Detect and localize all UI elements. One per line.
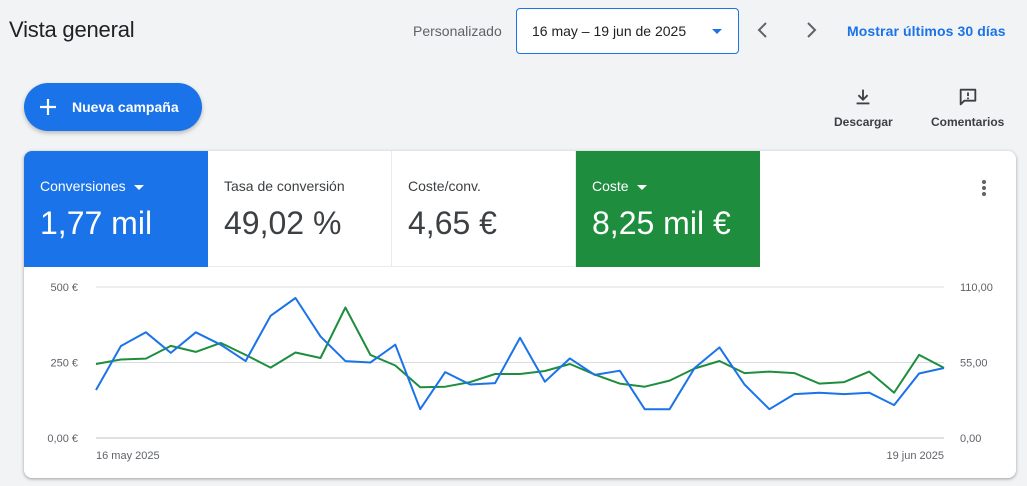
download-label: Descargar bbox=[834, 115, 893, 129]
right-axis-tick-label: 55,00 bbox=[960, 358, 988, 370]
x-axis-end-label: 19 jun 2025 bbox=[887, 450, 945, 462]
dropdown-caret-icon bbox=[712, 29, 722, 34]
feedback-label: Comentarios bbox=[931, 115, 1005, 129]
page-title: Vista general bbox=[9, 17, 135, 42]
next-period-button[interactable] bbox=[799, 18, 823, 42]
download-icon bbox=[856, 89, 870, 105]
metric-label: Coste/conv. bbox=[408, 178, 481, 194]
metric-value: 49,02 % bbox=[224, 205, 342, 241]
more-options-button[interactable] bbox=[974, 176, 994, 200]
feedback-icon bbox=[959, 88, 976, 106]
metric-label: Coste bbox=[592, 178, 647, 194]
date-range-select[interactable]: 16 may – 19 jun de 2025 bbox=[516, 8, 739, 54]
right-axis-tick-label: 110,00 bbox=[960, 282, 993, 294]
metric-value: 4,65 € bbox=[408, 205, 497, 241]
cost-series-line bbox=[95, 306, 945, 394]
metric-conversions[interactable]: Conversiones 1,77 mil bbox=[24, 151, 208, 267]
right-axis-tick-label: 0,00 bbox=[960, 433, 981, 445]
more-vert-icon bbox=[982, 180, 986, 196]
metric-cost-per-conversion[interactable]: Coste/conv. 4,65 € bbox=[392, 151, 576, 267]
x-axis-start-label: 16 may 2025 bbox=[96, 450, 160, 462]
date-range-value: 16 may – 19 jun de 2025 bbox=[532, 23, 687, 39]
chevron-right-icon bbox=[807, 22, 817, 38]
new-campaign-label: Nueva campaña bbox=[72, 99, 179, 115]
previous-period-button[interactable] bbox=[751, 18, 775, 42]
conversions-series-line bbox=[95, 297, 945, 411]
feedback-button[interactable]: Comentarios bbox=[931, 86, 1004, 129]
show-last-30-days-link[interactable]: Mostrar últimos 30 días bbox=[847, 23, 1006, 39]
metric-conversion-rate[interactable]: Tasa de conversión 49,02 % bbox=[208, 151, 392, 267]
performance-chart: 0,00 € 0,00 250 € 55,00 500 € 110,00 16 may 20… bbox=[24, 267, 1016, 478]
left-axis-tick-label: 0,00 € bbox=[47, 433, 78, 445]
overview-card: Conversiones 1,77 mil Tasa de conversión… bbox=[24, 151, 1016, 478]
new-campaign-button[interactable]: Nueva campaña bbox=[24, 83, 202, 131]
left-axis-tick-label: 250 € bbox=[50, 358, 78, 370]
chart-svg: 0,00 € 0,00 250 € 55,00 500 € 110,00 16 may 20… bbox=[47, 282, 993, 462]
metric-label: Conversiones bbox=[40, 178, 144, 194]
metric-value: 1,77 mil bbox=[40, 205, 153, 241]
dropdown-caret-icon bbox=[133, 184, 144, 190]
metric-label: Tasa de conversión bbox=[224, 178, 345, 194]
left-axis-tick-label: 500 € bbox=[50, 282, 78, 294]
date-range-type-label: Personalizado bbox=[413, 23, 502, 39]
dropdown-caret-icon bbox=[636, 184, 647, 190]
download-button[interactable]: Descargar bbox=[834, 86, 893, 129]
metric-cost[interactable]: Coste 8,25 mil € bbox=[576, 151, 760, 267]
plus-icon bbox=[40, 99, 56, 115]
chevron-left-icon bbox=[757, 22, 767, 38]
metric-value: 8,25 mil € bbox=[592, 205, 731, 241]
